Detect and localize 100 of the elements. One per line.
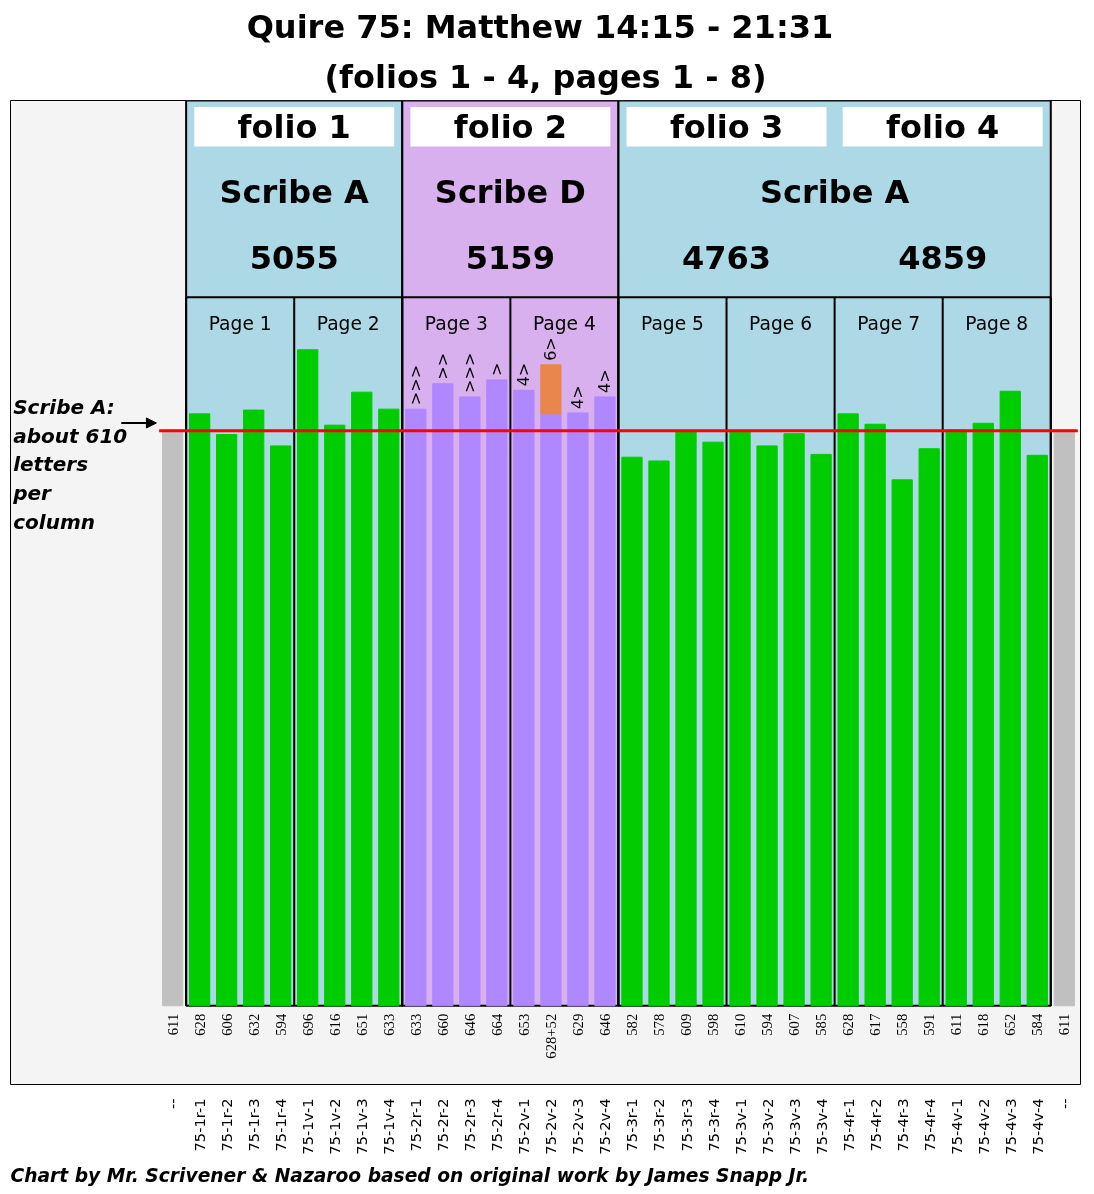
- x-tick-label: 75-4r-1: [839, 1098, 857, 1152]
- data-label: 594: [272, 1013, 289, 1036]
- text: folio 2: [453, 107, 567, 146]
- data-label: 598: [705, 1013, 722, 1036]
- annotation: 4>: [568, 385, 588, 409]
- x-tick-label: 75-1v-1: [299, 1098, 317, 1155]
- x-tick-label: 75-3v-2: [758, 1098, 776, 1155]
- bar: [783, 433, 805, 1007]
- x-tick-label: 75-2r-4: [488, 1098, 506, 1152]
- text: Page 8: [965, 313, 1029, 335]
- data-label: 646: [596, 1013, 613, 1036]
- bar: [486, 379, 508, 1007]
- x-tick-label: --: [164, 1098, 182, 1110]
- data-label: 651: [353, 1013, 370, 1036]
- data-label: 653: [515, 1013, 532, 1036]
- annotation: >>>: [460, 352, 480, 393]
- data-label: 611: [164, 1013, 181, 1036]
- annotation: 4>: [514, 362, 534, 387]
- annotation: >: [487, 362, 507, 376]
- bar: [729, 430, 751, 1007]
- x-tick-label: 75-2r-2: [434, 1098, 452, 1152]
- data-label: 632: [245, 1013, 262, 1036]
- x-tick-label: 75-4r-4: [920, 1098, 938, 1152]
- text: folio 1: [237, 107, 351, 146]
- x-tick-label: 75-2r-3: [461, 1098, 479, 1152]
- x-tick-label: 75-2v-3: [569, 1098, 587, 1155]
- text: Page 2: [316, 313, 380, 335]
- text: folio 3: [669, 107, 784, 146]
- bar: [864, 423, 886, 1007]
- bar: [675, 431, 697, 1007]
- data-label: 609: [678, 1013, 695, 1036]
- x-tick-label: 75-3v-4: [812, 1098, 830, 1155]
- data-label: 628+52: [542, 1013, 559, 1059]
- band-label: Scribe D: [434, 173, 586, 212]
- band-label: Scribe A: [759, 173, 910, 212]
- bar: [270, 445, 292, 1007]
- text: Page 6: [749, 313, 813, 335]
- x-tick-label: 75-1v-2: [326, 1098, 344, 1155]
- ref-line-label: Scribe A: about 610 letters per column: [12, 394, 128, 535]
- data-label: 629: [569, 1013, 586, 1036]
- text: Chart by Mr. Scrivener & Nazaroo based on original work by James Snapp Jr.: [10, 1164, 810, 1186]
- bar: [432, 383, 454, 1007]
- bar: [594, 396, 616, 1007]
- x-tick-label: --: [1055, 1098, 1073, 1110]
- x-tick-label: 75-2v-1: [515, 1098, 533, 1155]
- data-label: 628: [191, 1013, 208, 1036]
- bar: [216, 434, 238, 1007]
- bar: [540, 364, 562, 415]
- x-tick-label: 75-3r-2: [650, 1098, 668, 1152]
- data-label: 558: [894, 1013, 911, 1036]
- x-tick-label: 75-1r-4: [272, 1098, 290, 1152]
- chart-title: Quire 75: Matthew 14:15 - 21:31: [246, 7, 834, 46]
- data-label: 646: [461, 1013, 478, 1036]
- x-tick-label: 75-3r-4: [704, 1098, 722, 1152]
- annotation: >>>: [406, 364, 426, 406]
- data-label: 660: [434, 1013, 451, 1036]
- x-tick-label: 75-4r-3: [893, 1098, 911, 1152]
- bar: [1053, 429, 1075, 1007]
- text: Page 3: [424, 313, 488, 335]
- bar: [621, 456, 643, 1007]
- bar: [702, 441, 724, 1007]
- data-label: 633: [407, 1013, 424, 1036]
- bar: [1026, 454, 1048, 1007]
- x-tick-label: 75-3r-1: [623, 1098, 641, 1152]
- text: 4859: [898, 239, 988, 278]
- data-label: 628: [840, 1013, 857, 1036]
- bar: [999, 390, 1021, 1007]
- x-tick-label: 75-2v-4: [596, 1098, 614, 1155]
- x-tick-label: 75-1r-3: [245, 1098, 263, 1152]
- bar: [972, 422, 994, 1007]
- text: Page 4: [532, 313, 596, 335]
- text: Page 1: [208, 313, 272, 335]
- annotation: 4>: [595, 369, 615, 393]
- text: 4763: [682, 239, 772, 278]
- bar: [918, 448, 940, 1007]
- bar: [243, 409, 265, 1007]
- bar: [513, 389, 535, 1007]
- data-label: 578: [650, 1013, 667, 1036]
- data-label: 582: [623, 1013, 640, 1036]
- data-label: 607: [786, 1013, 803, 1036]
- x-tick-label: 75-1r-1: [191, 1098, 209, 1152]
- bar: [324, 424, 346, 1007]
- text: 5055: [249, 239, 339, 278]
- bar: [297, 349, 319, 1007]
- bar: [648, 460, 670, 1007]
- x-tick-label: 75-4v-2: [974, 1098, 992, 1155]
- data-label: 616: [326, 1013, 343, 1036]
- data-label: 594: [759, 1013, 776, 1036]
- x-tick-label: 75-4v-3: [1001, 1098, 1019, 1155]
- band-label: Scribe A: [219, 173, 370, 212]
- data-label: 611: [1056, 1013, 1073, 1036]
- x-tick-label: 75-1r-2: [218, 1098, 236, 1152]
- bar: [405, 408, 427, 1007]
- text: Page 7: [857, 313, 921, 335]
- bar: [810, 453, 832, 1007]
- bar: [891, 479, 913, 1007]
- bar: [189, 413, 211, 1007]
- bar: [351, 391, 373, 1007]
- bar: [756, 445, 778, 1007]
- annotation: 6>: [541, 337, 561, 361]
